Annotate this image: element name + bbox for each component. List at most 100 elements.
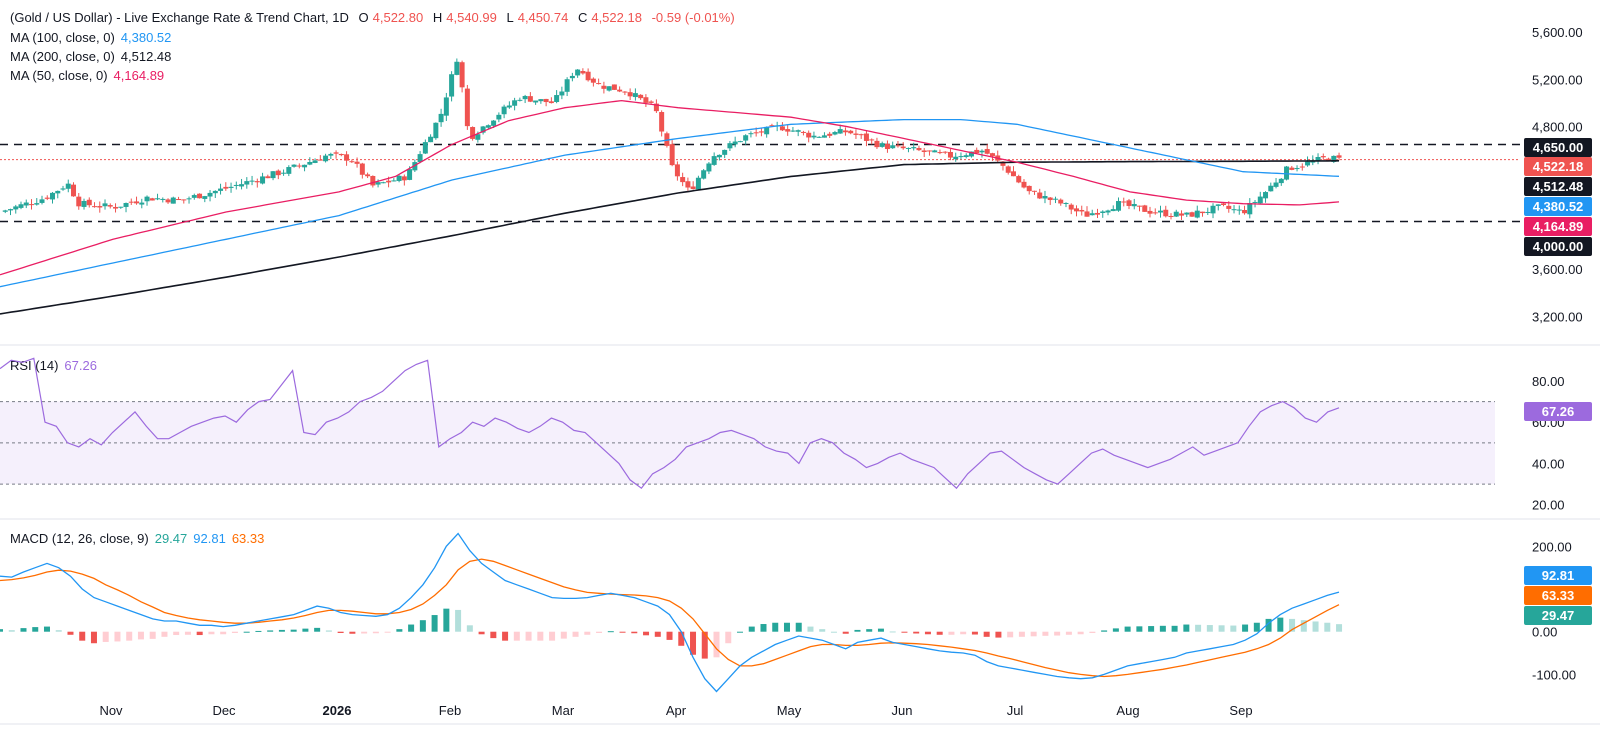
candle-body bbox=[218, 188, 224, 191]
chart-legend-ohlc: (Gold / US Dollar) - Live Exchange Rate … bbox=[10, 8, 741, 27]
macd-histogram-bar bbox=[666, 631, 673, 640]
candle-body bbox=[449, 74, 455, 97]
resistance-tag: 4,650.00 bbox=[1524, 138, 1592, 157]
candle-body bbox=[1116, 201, 1122, 211]
candle-body bbox=[71, 184, 77, 197]
macd-histogram-bar bbox=[701, 631, 708, 659]
candle-body bbox=[1094, 212, 1100, 215]
candle-body bbox=[50, 192, 56, 200]
open-value: 4,522.80 bbox=[372, 10, 424, 25]
candle-body bbox=[1273, 182, 1279, 187]
candle-body bbox=[968, 151, 974, 157]
candle-body bbox=[569, 75, 575, 79]
candle-body bbox=[1289, 167, 1295, 170]
macd-histogram-bar bbox=[372, 631, 379, 634]
candle-body bbox=[1326, 158, 1332, 161]
macd-histogram-bar bbox=[0, 629, 3, 632]
support-tag: 4,000.00 bbox=[1524, 237, 1592, 256]
macd-histogram-bar bbox=[1065, 631, 1072, 635]
macd-histogram-bar bbox=[114, 631, 121, 642]
macd-histogram-bar bbox=[455, 609, 462, 632]
macd-histogram-bar bbox=[560, 631, 567, 639]
macd-histogram-bar bbox=[267, 630, 274, 632]
candle-body bbox=[701, 170, 707, 179]
candle-body bbox=[1247, 203, 1253, 215]
macd-histogram-bar bbox=[1171, 625, 1178, 632]
candle-body bbox=[517, 99, 523, 101]
candle-body bbox=[1215, 204, 1221, 206]
candle-body bbox=[317, 159, 323, 161]
candle-body bbox=[422, 142, 428, 154]
ma50-line bbox=[0, 99, 1340, 276]
candle-body bbox=[1052, 198, 1058, 200]
candle-body bbox=[706, 163, 712, 172]
ma50-legend[interactable]: MA (50, close, 0) 4,164.89 bbox=[10, 66, 170, 85]
candle-body bbox=[29, 204, 35, 206]
macd-histogram-bar bbox=[901, 631, 908, 633]
candle-body bbox=[249, 180, 255, 182]
candle-body bbox=[391, 180, 397, 182]
candle-body bbox=[191, 195, 197, 198]
candle-body bbox=[428, 136, 434, 143]
candle-body bbox=[512, 100, 518, 106]
candle-body bbox=[312, 160, 318, 163]
macd-histogram-bar bbox=[1218, 625, 1225, 632]
candle-body bbox=[18, 204, 24, 208]
candle-body bbox=[947, 151, 953, 158]
candle-body bbox=[506, 105, 512, 108]
candle-body bbox=[953, 156, 959, 160]
candle-body bbox=[13, 206, 19, 210]
candle-body bbox=[1252, 201, 1258, 203]
macd-histogram-bar bbox=[502, 631, 509, 641]
candle-body bbox=[722, 149, 728, 155]
high-value: 4,540.99 bbox=[446, 10, 497, 25]
candle-body bbox=[375, 182, 381, 185]
ma100-legend[interactable]: MA (100, close, 0) 4,380.52 bbox=[10, 28, 177, 47]
candle-body bbox=[1205, 211, 1211, 213]
candle-body bbox=[711, 156, 717, 165]
time-tick-label: Sep bbox=[1229, 703, 1252, 718]
candle-body bbox=[1026, 185, 1032, 192]
macd-histogram-bar bbox=[1265, 618, 1272, 632]
candle-body bbox=[1278, 178, 1284, 184]
candle-body bbox=[611, 84, 617, 90]
candle-body bbox=[958, 156, 964, 158]
candle-body bbox=[286, 167, 292, 174]
ma200-legend[interactable]: MA (200, close, 0) 4,512.48 bbox=[10, 47, 177, 66]
candle-body bbox=[989, 153, 995, 157]
macd-histogram-bar bbox=[1206, 625, 1213, 632]
candle-body bbox=[438, 113, 444, 123]
candle-body bbox=[1100, 211, 1106, 213]
candle-body bbox=[1320, 156, 1326, 158]
candle-body bbox=[1158, 210, 1164, 213]
ma200-tag: 4,512.48 bbox=[1524, 177, 1592, 196]
macd-histogram-bar bbox=[1277, 617, 1284, 632]
candle-body bbox=[837, 129, 843, 134]
time-tick-label: May bbox=[777, 703, 802, 718]
candle-body bbox=[349, 161, 355, 163]
candle-body bbox=[1210, 205, 1216, 214]
signal-tag: 63.33 bbox=[1524, 586, 1592, 605]
candle-body bbox=[1294, 168, 1300, 170]
macd-histogram-bar bbox=[314, 627, 321, 632]
macd-histogram-bar bbox=[208, 631, 215, 635]
macd-histogram-bar bbox=[960, 631, 967, 635]
time-axis: Nov Dec 2026 Feb Mar Apr May Jun Jul Aug Sep bbox=[99, 703, 1252, 718]
macd-legend[interactable]: MACD (12, 26, close, 9) 29.47 92.81 63.33 bbox=[10, 529, 270, 548]
candle-body bbox=[905, 147, 911, 149]
ma50-value: 4,164.89 bbox=[113, 68, 165, 83]
candle-body bbox=[695, 177, 701, 190]
candle-body bbox=[911, 147, 917, 149]
candle-body bbox=[480, 126, 486, 133]
macd-histogram-bar bbox=[772, 622, 779, 632]
candle-body bbox=[149, 198, 155, 201]
candle-body bbox=[233, 184, 239, 186]
candle-body bbox=[727, 143, 733, 149]
candle-body bbox=[585, 71, 591, 81]
candle-body bbox=[827, 133, 833, 136]
ma200-value: 4,512.48 bbox=[120, 49, 172, 64]
candle-body bbox=[1068, 204, 1074, 210]
time-tick-label: Jul bbox=[1007, 703, 1024, 718]
macd-histogram-bar bbox=[149, 631, 156, 639]
